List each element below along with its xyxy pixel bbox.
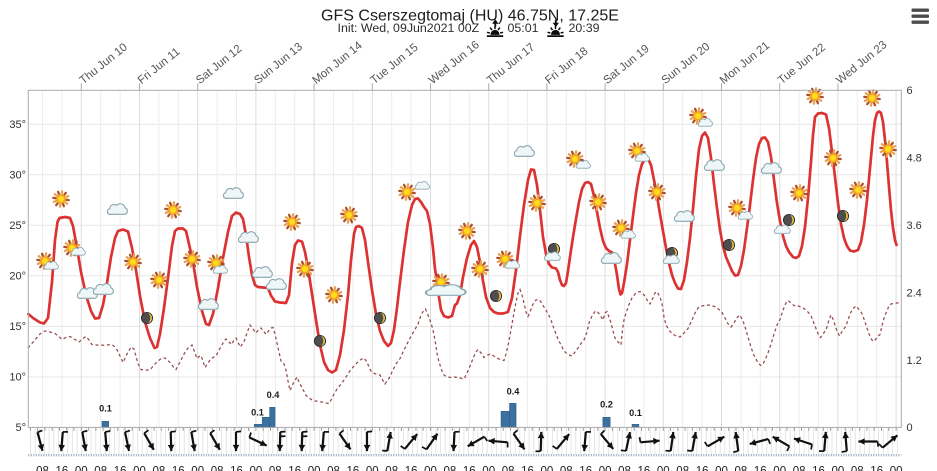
svg-text:25°: 25° [9,220,26,232]
svg-text:15°: 15° [9,321,26,333]
svg-text:08: 08 [211,465,224,471]
svg-text:0.1: 0.1 [251,408,264,418]
svg-text:GFS Cserszegtomaj (HU) 46.75N,: GFS Cserszegtomaj (HU) 46.75N, 17.25E [321,8,619,25]
svg-text:0.1: 0.1 [99,403,112,413]
svg-text:08: 08 [560,465,573,471]
svg-text:08: 08 [444,465,457,471]
svg-text:30°: 30° [9,170,26,182]
svg-text:00: 00 [133,465,146,471]
svg-text:00: 00 [191,465,204,471]
svg-text:08: 08 [793,465,806,471]
svg-text:0.4: 0.4 [267,390,281,400]
svg-text:16: 16 [347,465,360,471]
svg-text:16: 16 [521,465,534,471]
svg-text:2.4: 2.4 [907,287,922,299]
svg-text:20:39: 20:39 [569,21,600,35]
svg-text:16: 16 [405,465,418,471]
svg-text:00: 00 [657,465,670,471]
svg-text:35°: 35° [9,119,26,131]
svg-text:08: 08 [327,465,340,471]
svg-text:5°: 5° [15,422,26,434]
svg-text:00: 00 [541,465,554,471]
svg-text:16: 16 [696,465,709,471]
svg-text:08: 08 [502,465,515,471]
svg-text:16: 16 [870,465,883,471]
svg-text:16: 16 [114,465,127,471]
svg-text:16: 16 [56,465,69,471]
svg-text:00: 00 [75,465,88,471]
svg-text:16: 16 [463,465,476,471]
svg-text:00: 00 [482,465,495,471]
svg-text:0.4: 0.4 [507,387,521,397]
svg-text:0.2: 0.2 [600,400,613,410]
svg-text:08: 08 [618,465,631,471]
svg-text:Init: Wed, 09Jun2021 00Z: Init: Wed, 09Jun2021 00Z [338,21,480,35]
svg-text:08: 08 [676,465,689,471]
svg-text:16: 16 [288,465,301,471]
svg-text:0: 0 [907,422,913,434]
svg-text:08: 08 [94,465,107,471]
svg-text:00: 00 [366,465,379,471]
svg-text:16: 16 [230,465,243,471]
svg-text:00: 00 [890,465,903,471]
svg-text:16: 16 [172,465,185,471]
svg-text:05:01: 05:01 [508,21,539,35]
svg-text:16: 16 [754,465,767,471]
svg-text:4.8: 4.8 [907,153,922,165]
svg-text:00: 00 [832,465,845,471]
svg-text:08: 08 [385,465,398,471]
svg-text:10°: 10° [9,372,26,384]
svg-text:08: 08 [269,465,282,471]
svg-text:00: 00 [599,465,612,471]
svg-text:00: 00 [308,465,321,471]
svg-text:08: 08 [36,465,49,471]
svg-text:6: 6 [907,85,913,97]
svg-text:08: 08 [153,465,166,471]
svg-text:00: 00 [424,465,437,471]
svg-text:08: 08 [735,465,748,471]
svg-text:08: 08 [851,465,864,471]
svg-text:20°: 20° [9,271,26,283]
svg-text:1.2: 1.2 [907,355,922,367]
svg-text:3.6: 3.6 [907,220,922,232]
svg-text:16: 16 [638,465,651,471]
svg-text:0.1: 0.1 [629,408,642,418]
svg-text:00: 00 [715,465,728,471]
svg-text:16: 16 [579,465,592,471]
svg-text:16: 16 [812,465,825,471]
svg-text:00: 00 [773,465,786,471]
svg-text:00: 00 [250,465,263,471]
